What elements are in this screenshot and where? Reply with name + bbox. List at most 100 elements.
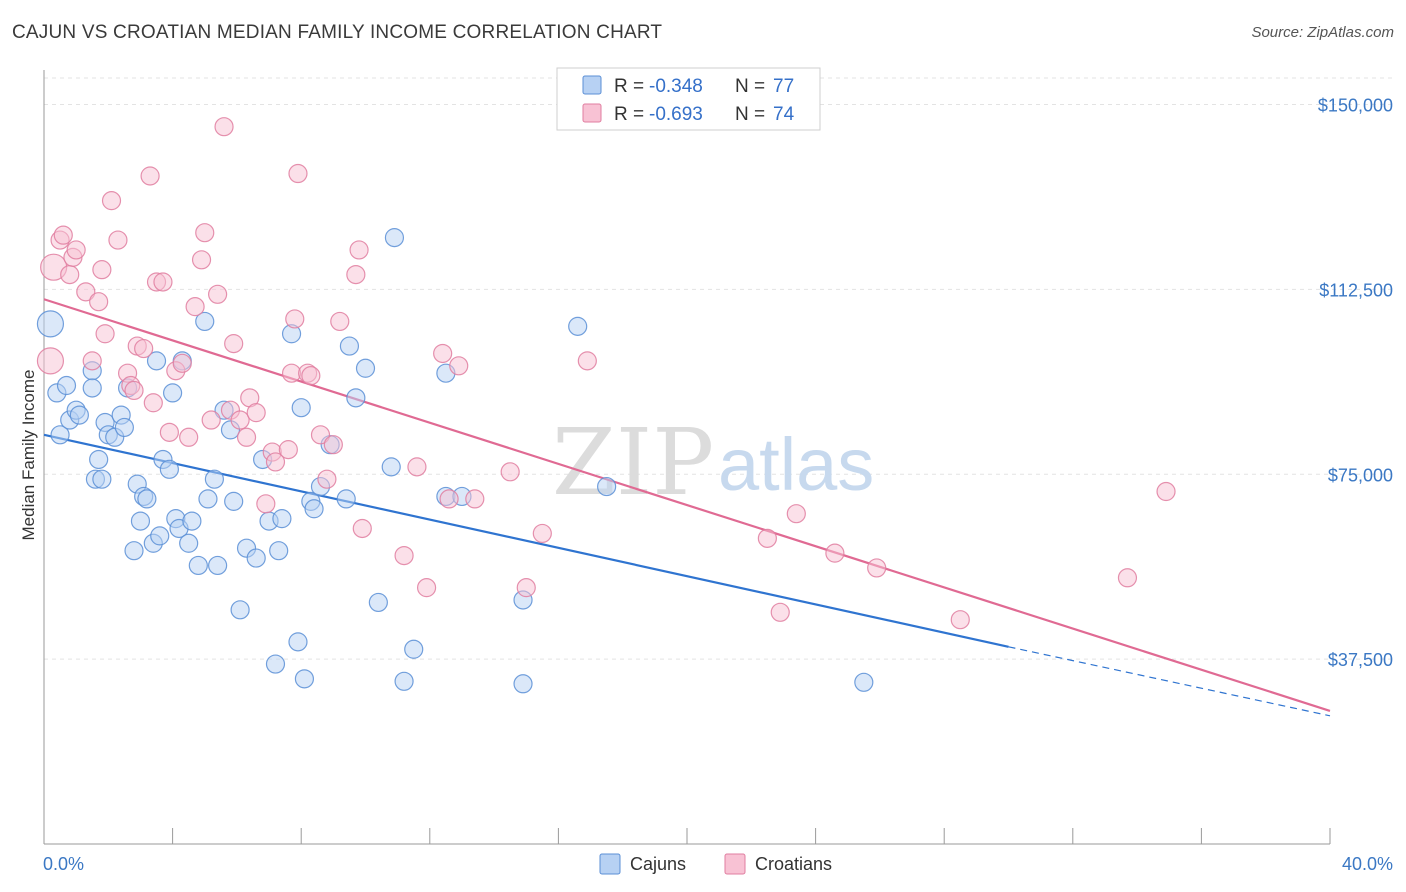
trend-line-cajuns-extension bbox=[1008, 646, 1331, 717]
point-cajuns bbox=[339, 336, 360, 356]
point-cajuns bbox=[179, 533, 199, 553]
point-cajuns bbox=[182, 511, 202, 531]
point-croatians bbox=[236, 427, 257, 447]
point-croatians bbox=[134, 338, 154, 359]
bottom-legend-swatch-croatians bbox=[724, 853, 746, 875]
point-croatians bbox=[143, 393, 163, 413]
point-croatians bbox=[230, 410, 250, 430]
point-cajuns bbox=[368, 592, 388, 613]
trend-line-croatians bbox=[43, 298, 1331, 712]
point-croatians bbox=[89, 292, 109, 312]
y-tick-label: $150,000 bbox=[1318, 96, 1393, 116]
point-cajuns bbox=[404, 639, 424, 659]
point-cajuns bbox=[163, 383, 183, 403]
point-croatians bbox=[76, 282, 96, 302]
watermark-atlas: atlas bbox=[718, 423, 874, 506]
point-cajuns bbox=[230, 600, 250, 620]
point-croatians bbox=[172, 353, 192, 373]
point-cajuns bbox=[336, 489, 356, 509]
point-croatians bbox=[285, 309, 305, 329]
point-croatians bbox=[201, 410, 221, 430]
point-croatians bbox=[757, 528, 777, 548]
legend-swatch-croatians bbox=[582, 103, 602, 123]
point-cajuns bbox=[597, 476, 617, 497]
point-croatians bbox=[330, 311, 350, 332]
y-tick-label: $75,000 bbox=[1328, 465, 1393, 485]
point-cajuns bbox=[130, 511, 151, 531]
point-croatians bbox=[950, 610, 970, 630]
axes bbox=[43, 70, 1331, 845]
point-cajuns bbox=[82, 378, 102, 398]
point-croatians bbox=[577, 351, 597, 371]
point-croatians bbox=[191, 250, 212, 270]
point-croatians bbox=[516, 578, 536, 598]
point-croatians bbox=[214, 117, 234, 137]
point-cajuns bbox=[89, 449, 109, 470]
point-croatians bbox=[179, 427, 199, 447]
bottom-legend-label-croatians: Croatians bbox=[755, 854, 832, 874]
point-cajuns bbox=[291, 398, 311, 418]
point-cajuns bbox=[204, 469, 224, 489]
point-croatians bbox=[346, 264, 366, 285]
trend-lines bbox=[43, 298, 1331, 717]
point-croatians bbox=[317, 469, 337, 489]
point-cajuns bbox=[854, 672, 874, 692]
point-croatians bbox=[465, 489, 485, 509]
point-croatians bbox=[786, 504, 806, 524]
point-cajuns bbox=[188, 555, 208, 576]
point-croatians bbox=[532, 523, 552, 544]
point-cajuns bbox=[69, 405, 89, 425]
points-croatians bbox=[36, 117, 1176, 630]
point-cajuns bbox=[50, 425, 70, 445]
point-croatians bbox=[108, 230, 128, 250]
legend-r-label-cajuns: R = bbox=[614, 76, 644, 97]
legend-r-value-croatians: -0.693 bbox=[649, 104, 703, 125]
point-cajuns bbox=[294, 669, 315, 689]
point-croatians bbox=[92, 260, 112, 280]
point-croatians bbox=[867, 558, 887, 578]
point-croatians bbox=[323, 435, 343, 455]
point-cajuns bbox=[195, 311, 215, 332]
point-croatians bbox=[301, 366, 321, 386]
point-cajuns bbox=[198, 489, 218, 509]
point-cajuns bbox=[568, 316, 588, 336]
point-croatians bbox=[195, 223, 215, 243]
point-cajuns bbox=[208, 555, 228, 576]
legend-n-label-cajuns: N = bbox=[735, 76, 765, 97]
y-axis-label: Median Family Income bbox=[19, 369, 38, 540]
x-tick-label-min: 0.0% bbox=[43, 854, 84, 874]
point-cajuns bbox=[513, 674, 533, 694]
point-croatians bbox=[433, 343, 453, 364]
point-croatians bbox=[439, 489, 459, 509]
point-croatians bbox=[66, 240, 86, 260]
point-croatians bbox=[185, 297, 205, 317]
bottom-legend: Cajuns Croatians bbox=[599, 853, 832, 875]
point-croatians bbox=[140, 166, 160, 186]
point-croatians bbox=[500, 462, 520, 482]
point-croatians bbox=[407, 457, 427, 477]
point-croatians bbox=[36, 347, 65, 375]
legend-swatch-cajuns bbox=[582, 75, 602, 95]
point-cajuns bbox=[146, 351, 167, 371]
point-croatians bbox=[153, 272, 173, 292]
point-croatians bbox=[159, 422, 179, 442]
point-cajuns bbox=[394, 671, 414, 691]
point-cajuns bbox=[288, 632, 308, 652]
point-croatians bbox=[60, 264, 80, 285]
point-croatians bbox=[82, 351, 102, 371]
point-croatians bbox=[101, 191, 122, 211]
point-cajuns bbox=[124, 541, 144, 561]
point-croatians bbox=[224, 334, 244, 354]
x-tick-label-max: 40.0% bbox=[1342, 854, 1393, 874]
trend-line-cajuns bbox=[43, 433, 1009, 648]
bottom-legend-label-cajuns: Cajuns bbox=[630, 854, 686, 874]
point-croatians bbox=[265, 452, 286, 472]
bottom-legend-swatch-cajuns bbox=[599, 853, 621, 875]
legend-n-value-croatians: 74 bbox=[773, 104, 795, 125]
point-croatians bbox=[352, 518, 372, 539]
point-croatians bbox=[208, 284, 228, 304]
legend-n-label-croatians: N = bbox=[735, 104, 765, 125]
legend-r-label-croatians: R = bbox=[614, 104, 644, 125]
point-croatians bbox=[449, 356, 469, 376]
point-cajuns bbox=[265, 654, 286, 674]
